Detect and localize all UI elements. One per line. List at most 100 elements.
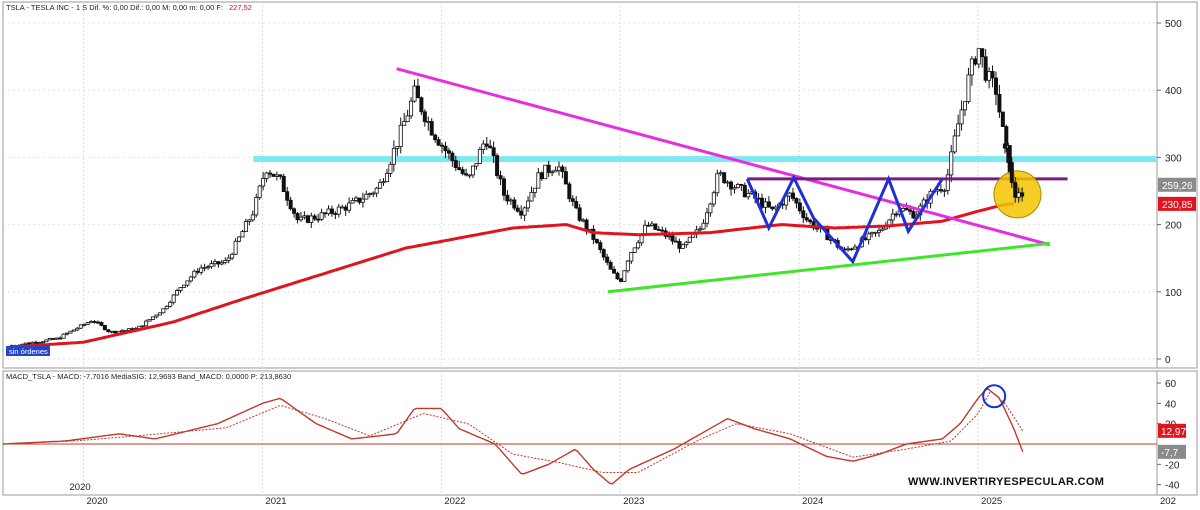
candle-body	[701, 222, 706, 230]
candle-body	[343, 206, 348, 211]
candle-body	[54, 337, 59, 340]
watermark: WWW.INVERTIRYESPECULAR.COM	[908, 476, 1104, 488]
candle-body	[632, 247, 637, 253]
candle-body	[729, 181, 734, 190]
candle-body	[629, 252, 634, 262]
macd-panel	[2, 370, 1158, 496]
candle-body	[398, 124, 403, 147]
candle-body	[581, 219, 586, 222]
candle-body	[126, 328, 131, 331]
candle-body	[181, 284, 186, 288]
candle-body	[450, 152, 455, 161]
candle-body	[959, 109, 964, 125]
candle-body	[75, 327, 80, 331]
candle-body	[938, 189, 943, 192]
candle-body	[608, 261, 613, 270]
candle-body	[109, 330, 114, 333]
candle-body	[178, 287, 183, 291]
candle-body	[261, 178, 266, 187]
candle-body	[223, 259, 228, 263]
candle-body	[257, 185, 262, 198]
candle-body	[92, 321, 97, 323]
candle-body	[30, 341, 35, 345]
candle-body	[876, 229, 881, 233]
candle-body	[512, 199, 517, 209]
candle-body	[852, 246, 857, 250]
price-layer	[9, 48, 1158, 349]
candle-body	[643, 224, 648, 235]
candle-body	[515, 207, 520, 212]
candle-body	[323, 212, 328, 215]
candle-body	[271, 173, 276, 177]
candle-body	[429, 121, 434, 136]
candle-body	[381, 181, 386, 184]
ma200-line	[11, 202, 1014, 349]
candle-body	[354, 197, 359, 201]
candle-body	[99, 322, 104, 326]
candle-body	[226, 257, 231, 261]
candle-body	[419, 97, 424, 113]
candle-body	[278, 174, 283, 177]
candle-body	[718, 172, 723, 175]
candle-body	[546, 164, 551, 173]
candle-body	[563, 171, 568, 185]
candle-body	[78, 324, 83, 329]
candle-body	[656, 228, 661, 231]
orders-badge	[6, 346, 50, 356]
candle-body	[192, 270, 197, 278]
candle-body	[612, 268, 617, 274]
candle-body	[969, 58, 974, 76]
candle-body	[402, 121, 407, 126]
macd-series-signal	[2, 390, 1024, 473]
candle-body	[808, 219, 813, 223]
candle-body	[144, 320, 149, 327]
candle-body	[574, 200, 579, 209]
candle-body	[68, 330, 73, 334]
candle-body	[302, 215, 307, 218]
candle-body	[267, 172, 272, 175]
candle-body	[704, 212, 709, 224]
candle-body	[963, 101, 968, 111]
candle-body	[464, 173, 469, 176]
candle-body	[292, 208, 297, 214]
candle-body	[557, 166, 562, 171]
x-tick-label: 2023	[623, 496, 644, 507]
candle-body	[577, 207, 582, 221]
candle-body	[894, 213, 899, 216]
macd-header: MACD_TSLA - MACD: -7,7016 MediaSIG: 12,9…	[6, 372, 291, 381]
candle-body	[501, 178, 506, 196]
candle-body	[202, 266, 207, 269]
candle-body	[519, 210, 524, 216]
candle-body	[474, 163, 479, 167]
candle-body	[360, 198, 365, 203]
candle-body	[801, 210, 806, 219]
downtrend-line	[396, 67, 1051, 247]
price-badge-label: 259,26	[1162, 181, 1193, 192]
candle-body	[446, 150, 451, 154]
candle-body	[243, 221, 248, 233]
price-header: TSLA - TESLA INC - 1 S Dif. %: 0,00 Dif.…	[6, 3, 223, 12]
candle-body	[742, 184, 747, 198]
candle-body	[1002, 143, 1007, 149]
price-badge-label: 230,85	[1162, 200, 1193, 211]
candle-body	[790, 192, 795, 199]
candle-body	[23, 342, 28, 345]
candle-body	[350, 200, 355, 204]
candle-body	[95, 321, 100, 324]
candle-body	[560, 166, 565, 173]
candle-body	[787, 192, 792, 197]
candle-body	[708, 203, 713, 214]
price-badge	[1158, 196, 1196, 211]
candle-body	[453, 160, 458, 169]
candle-body	[409, 100, 414, 117]
candle-body	[498, 175, 503, 180]
candle-body	[550, 171, 555, 174]
macd-badge	[1158, 423, 1186, 438]
candle-body	[212, 261, 217, 265]
candle-body	[102, 324, 107, 331]
candle-body	[732, 187, 737, 190]
uptrend-line	[607, 241, 1050, 294]
candle-body	[942, 189, 947, 192]
candle-body	[711, 192, 716, 205]
candle-body	[680, 244, 685, 249]
